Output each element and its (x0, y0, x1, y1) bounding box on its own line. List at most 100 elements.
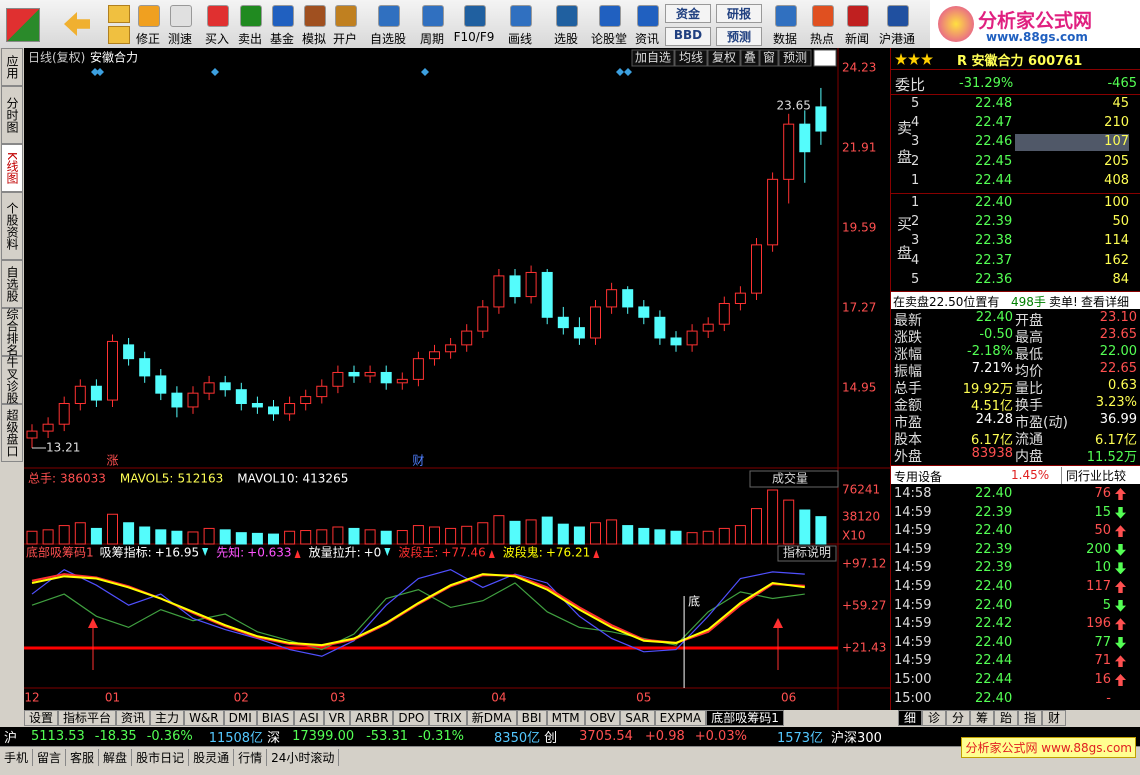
toolbar-icon[interactable] (464, 5, 486, 27)
panel-tab[interactable]: 跆 (994, 710, 1018, 726)
chart-button[interactable] (778, 49, 812, 67)
sidebar-tab[interactable]: 超级盘口 (1, 404, 23, 462)
toolbar-icon[interactable] (207, 5, 229, 27)
toolbar-label[interactable]: 周期 (419, 32, 444, 46)
panel-tab[interactable]: 筹 (970, 710, 994, 726)
indicator-tab[interactable]: DMI (223, 710, 257, 726)
indicator-tab[interactable]: ASI (294, 710, 324, 726)
chart-button-label[interactable]: 叠 (744, 51, 756, 65)
toolbar-label[interactable]: 数据 (772, 32, 797, 46)
indicator-tab[interactable]: BIAS (256, 710, 295, 726)
volume-selector[interactable] (749, 470, 839, 488)
toolbar-icon[interactable] (240, 5, 262, 27)
indicator-tab[interactable]: W&R (184, 710, 224, 726)
home-icon[interactable] (6, 8, 40, 42)
toolbar-icon[interactable] (887, 5, 909, 27)
indicator-tab[interactable]: 设置 (24, 710, 59, 726)
panel-tab[interactable]: 诊 (922, 710, 946, 726)
chart-button[interactable] (707, 49, 741, 67)
footer-link[interactable]: 24小时滚动 (267, 748, 340, 766)
indicator-tab[interactable]: VR (323, 710, 351, 726)
down-button[interactable] (108, 26, 130, 44)
toolbar-label[interactable]: 选股 (553, 32, 578, 46)
panel-tab[interactable]: 细 (898, 710, 922, 726)
chart-button[interactable] (674, 49, 708, 67)
chart-button-label[interactable]: 预测 (783, 51, 807, 65)
toolbar-label[interactable]: 基金 (269, 32, 294, 46)
footer-link[interactable]: 行情 (234, 748, 268, 766)
toolbar-label[interactable]: 开户 (332, 32, 357, 46)
toolbar-icon[interactable] (599, 5, 621, 27)
footer-link[interactable]: 解盘 (99, 748, 133, 766)
toolbar-icon[interactable] (812, 5, 834, 27)
indicator-help-button[interactable] (777, 545, 837, 562)
sidebar-tab[interactable]: 自选股 (1, 260, 23, 308)
toolbar-icon[interactable] (378, 5, 400, 27)
indicator-help-label[interactable]: 指标说明 (783, 545, 831, 560)
toolbar-label[interactable]: 卖出 (237, 32, 262, 46)
sidebar-tab[interactable]: 分时图 (1, 86, 23, 144)
toolbar-label[interactable]: 画线 (507, 32, 532, 46)
chart-button-label[interactable]: 均线 (679, 51, 703, 65)
toolbar-icon[interactable] (775, 5, 797, 27)
indicator-tab[interactable]: 主力 (150, 710, 185, 726)
sidebar-tab[interactable]: 综合排名 (1, 308, 23, 356)
sidebar-tab[interactable]: K线图 (1, 144, 23, 192)
toolbar-label[interactable]: 沪港通 (878, 32, 915, 46)
chart-button[interactable] (759, 49, 779, 67)
indicator-tab[interactable]: BBI (516, 710, 547, 726)
toolbar-mini-button[interactable]: 预测 (716, 27, 762, 46)
toolbar-icon[interactable] (847, 5, 869, 27)
toolbar-icon[interactable] (170, 5, 192, 27)
toolbar-icon[interactable] (510, 5, 532, 27)
panel-tab[interactable]: 财 (1042, 710, 1066, 726)
chart-button[interactable] (813, 49, 837, 67)
up-button[interactable] (108, 5, 130, 23)
toolbar-icon[interactable] (272, 5, 294, 27)
toolbar-label[interactable]: 资讯 (634, 32, 659, 46)
panel-tab[interactable]: 分 (946, 710, 970, 726)
chart-button[interactable] (631, 49, 675, 67)
footer-link[interactable]: 手机 (0, 748, 34, 766)
toolbar-label[interactable]: 修正 (135, 32, 160, 46)
toolbar-icon[interactable] (304, 5, 326, 27)
footer-link[interactable]: 股市日记 (132, 748, 190, 766)
toolbar-mini-button[interactable]: 资金 (665, 4, 711, 23)
indicator-tab[interactable]: DPO (393, 710, 430, 726)
toolbar-label[interactable]: 热点 (809, 32, 834, 46)
sidebar-tab[interactable]: 牛叉诊股 (1, 356, 23, 404)
indicator-tab[interactable]: SAR (620, 710, 655, 726)
toolbar-icon[interactable] (138, 5, 160, 27)
indicator-tab[interactable]: MTM (546, 710, 585, 726)
toolbar-icon[interactable] (335, 5, 357, 27)
indicator-tab[interactable]: 指标平台 (58, 710, 117, 726)
footer-link[interactable]: 股灵通 (189, 748, 235, 766)
toolbar-mini-button[interactable]: BBD (665, 27, 711, 46)
indicator-tab[interactable]: 新DMA (466, 710, 517, 726)
volume-selector-label[interactable]: 成交量 (772, 471, 808, 486)
toolbar-icon[interactable] (556, 5, 578, 27)
back-button[interactable] (64, 12, 90, 36)
footer-link[interactable]: 留言 (33, 748, 67, 766)
toolbar-label[interactable]: 测速 (167, 32, 192, 46)
toolbar-label[interactable]: 模拟 (301, 32, 326, 46)
indicator-tab[interactable]: EXPMA (654, 710, 707, 726)
sidebar-tab[interactable]: 应用 (1, 48, 23, 86)
toolbar-label[interactable]: 新闻 (844, 32, 869, 46)
chart-button-label[interactable]: 窗 (763, 51, 775, 65)
indicator-tab[interactable]: TRIX (429, 710, 467, 726)
chart-button-label[interactable]: 复权 (712, 51, 736, 65)
toolbar-label[interactable]: 论股堂 (590, 32, 627, 46)
indicator-tab[interactable]: OBV (584, 710, 621, 726)
panel-tab[interactable]: 指 (1018, 710, 1042, 726)
toolbar-label[interactable]: 买入 (204, 32, 229, 46)
chart-button[interactable] (740, 49, 760, 67)
toolbar-icon[interactable] (422, 5, 444, 27)
toolbar-mini-button[interactable]: 研报 (716, 4, 762, 23)
sector-compare[interactable]: 同行业比较 (1061, 467, 1126, 484)
toolbar-label[interactable]: F10/F9 (453, 30, 495, 44)
alert-link[interactable]: 查看详细 (1081, 295, 1130, 309)
sidebar-tab[interactable]: 个股资料 (1, 192, 23, 260)
indicator-tab[interactable]: 底部吸筹码1 (706, 710, 784, 726)
toolbar-icon[interactable] (637, 5, 659, 27)
